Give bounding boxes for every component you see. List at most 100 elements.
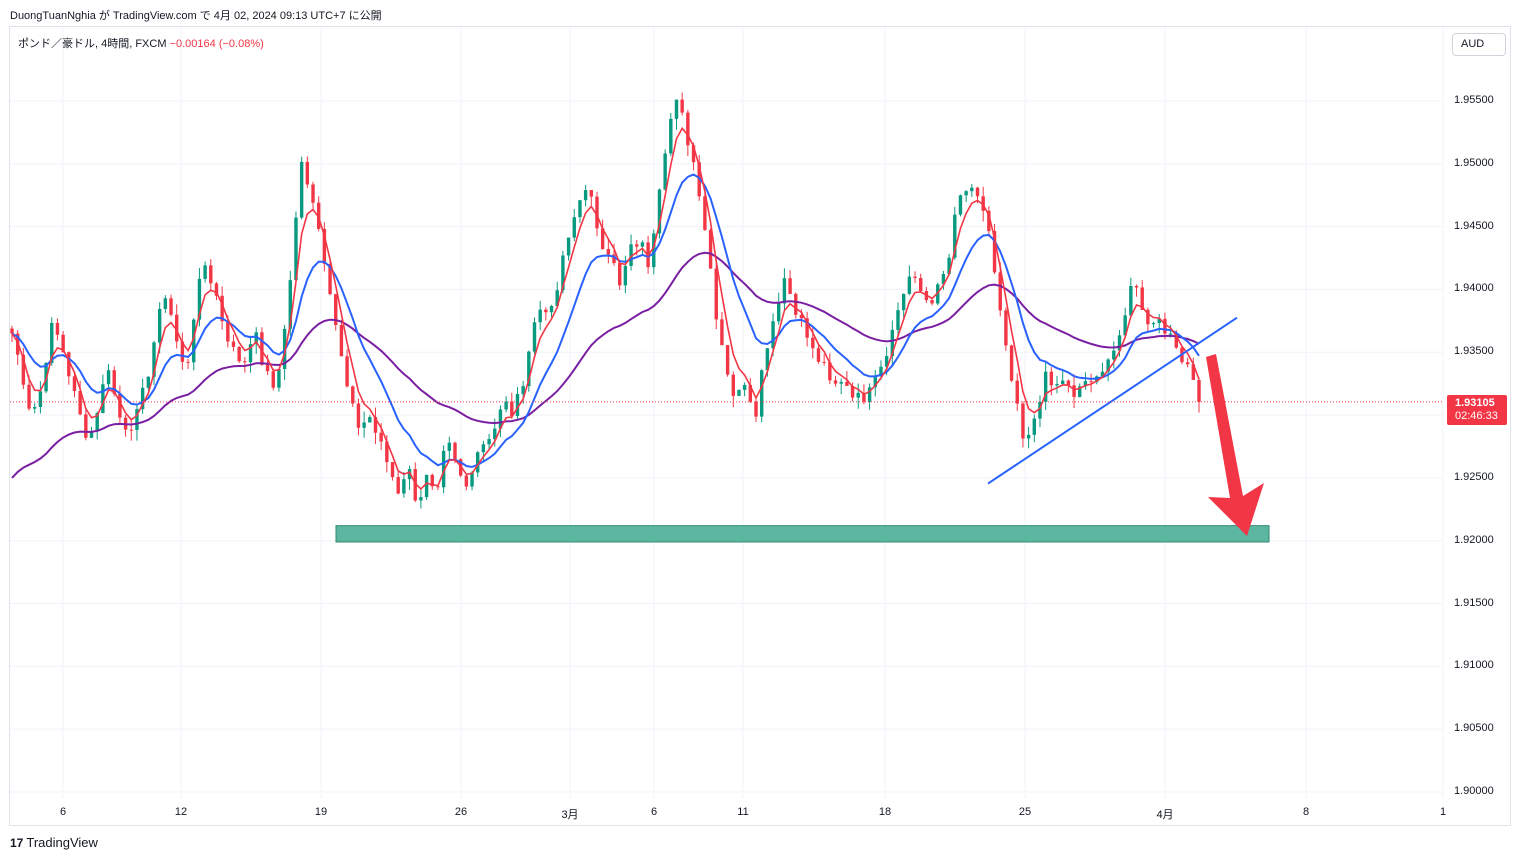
- candle: [606, 238, 611, 264]
- candle-body: [578, 200, 582, 218]
- candle-body: [532, 322, 537, 352]
- candle: [941, 270, 946, 290]
- candle: [140, 378, 145, 414]
- candle: [1038, 395, 1042, 428]
- candle-body: [1197, 379, 1201, 402]
- candle-body: [373, 417, 378, 433]
- candle-body: [305, 161, 310, 185]
- candle-body: [1032, 418, 1037, 435]
- candle: [1140, 279, 1144, 310]
- candle: [334, 294, 338, 331]
- ascending-trendline: [987, 316, 1238, 485]
- ema-slow-line: [11, 251, 1200, 479]
- candle-body: [61, 334, 65, 353]
- candle-body: [351, 386, 355, 404]
- candle: [180, 332, 185, 370]
- candle-body: [566, 237, 571, 256]
- candle-body: [742, 384, 747, 390]
- candle: [1089, 373, 1093, 393]
- candle: [436, 485, 440, 491]
- candle-body: [1015, 380, 1019, 404]
- tradingview-footer[interactable]: 17 TradingView: [10, 835, 98, 850]
- candle: [549, 304, 554, 318]
- candle-body: [1117, 335, 1122, 351]
- candle-body: [220, 295, 224, 322]
- candle: [839, 378, 843, 395]
- candle: [657, 188, 662, 239]
- candle-body: [850, 385, 855, 398]
- candle-body: [1004, 310, 1008, 346]
- candle-body: [1106, 359, 1110, 372]
- candle-body: [1163, 318, 1167, 334]
- chart-pane[interactable]: [9, 26, 1511, 826]
- candle: [822, 354, 826, 366]
- time-tick-label: 8: [1302, 806, 1310, 818]
- candle-body: [226, 321, 230, 342]
- candle-body: [657, 189, 662, 234]
- candle: [845, 371, 849, 386]
- candle-body: [975, 187, 980, 197]
- candle-body: [544, 309, 548, 313]
- candle-body: [822, 361, 826, 363]
- bar-countdown: 02:46:33: [1455, 410, 1498, 422]
- candle: [816, 345, 821, 364]
- candle: [669, 112, 673, 157]
- candle: [407, 465, 412, 490]
- candle: [84, 409, 88, 441]
- currency-button[interactable]: AUD: [1452, 33, 1506, 56]
- candle: [515, 387, 520, 421]
- candle-body: [1134, 286, 1139, 288]
- candle-body: [1112, 350, 1116, 360]
- candle-body: [629, 244, 633, 266]
- candle: [209, 259, 213, 290]
- candle: [1072, 374, 1076, 409]
- candle-body: [27, 384, 31, 409]
- candle-body: [947, 257, 951, 275]
- candle-body: [595, 196, 599, 229]
- candle-body: [708, 229, 713, 269]
- time-tick-label: 19: [314, 806, 328, 818]
- candle: [129, 419, 133, 441]
- candle: [1191, 357, 1196, 380]
- candle-body: [833, 380, 838, 384]
- candle: [373, 407, 378, 444]
- candle-body: [1140, 287, 1144, 310]
- candle: [544, 307, 548, 321]
- candle-body: [862, 392, 866, 402]
- candle-body: [987, 210, 991, 232]
- candle-body: [521, 386, 525, 394]
- candle: [686, 109, 690, 157]
- candle: [833, 375, 838, 387]
- candle-body: [95, 413, 99, 432]
- candle: [118, 385, 122, 424]
- candle-body: [748, 384, 753, 402]
- candle: [572, 208, 576, 242]
- candle-body: [901, 293, 906, 311]
- candle-body: [271, 371, 275, 388]
- candle-body: [669, 118, 673, 154]
- candle-body: [146, 376, 151, 388]
- candle-body: [385, 441, 389, 463]
- candlestick-series: [10, 92, 1201, 509]
- price-tick-label: 1.95000: [1454, 156, 1494, 169]
- candle-body: [794, 293, 798, 315]
- candle-body: [368, 417, 372, 423]
- candle-body: [106, 370, 111, 385]
- time-tick-label: 6: [650, 806, 658, 818]
- candle: [936, 282, 940, 306]
- candle: [578, 199, 582, 223]
- candle: [1197, 377, 1201, 413]
- symbol-legend[interactable]: ポンド／豪ドル, 4時間, FXCM −0.00164 (−0.08%): [18, 35, 264, 51]
- symbol-change: −0.00164 (−0.08%): [169, 38, 264, 50]
- candle: [305, 156, 310, 188]
- candle-body: [1146, 309, 1150, 325]
- candle-body: [1021, 403, 1025, 439]
- candle: [629, 234, 633, 271]
- candle: [873, 370, 877, 397]
- candle-body: [1151, 323, 1156, 325]
- candle-body: [981, 196, 985, 211]
- candle-body: [811, 337, 815, 349]
- candle: [1129, 277, 1133, 318]
- candle: [1083, 372, 1088, 390]
